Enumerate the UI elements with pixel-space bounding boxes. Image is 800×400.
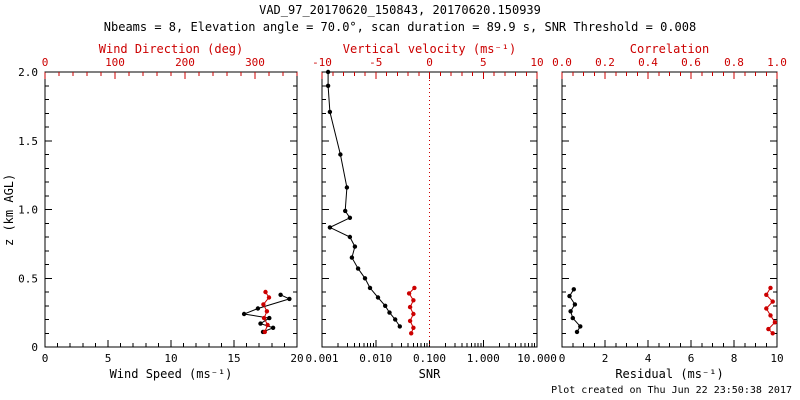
svg-text:1.000: 1.000 — [467, 352, 500, 365]
panel-residual-correlation: 0 2 4 6 8 10 0.0 0.2 0.4 0.6 0.8 1.0 — [552, 56, 787, 365]
svg-text:1.0: 1.0 — [18, 204, 38, 217]
svg-text:15: 15 — [227, 352, 240, 365]
svg-text:200: 200 — [175, 56, 195, 69]
svg-text:10.000: 10.000 — [517, 352, 557, 365]
wind-speed-axis-label: Wind Speed (ms⁻¹) — [109, 367, 233, 381]
svg-text:1.5: 1.5 — [18, 135, 38, 148]
svg-text:0.0: 0.0 — [552, 56, 572, 69]
correlation-axis-label: Correlation — [629, 42, 710, 56]
svg-text:0.100: 0.100 — [413, 352, 446, 365]
series-snr-markers — [325, 69, 402, 329]
residual-axis-label: Residual (ms⁻¹) — [615, 367, 724, 381]
svg-text:5: 5 — [480, 56, 487, 69]
svg-text:100: 100 — [105, 56, 125, 69]
svg-text:0: 0 — [42, 352, 49, 365]
snr-axis-label: SNR — [418, 367, 441, 381]
plot-created-timestamp: Plot created on Thu Jun 22 23:50:38 2017 — [551, 385, 792, 396]
svg-text:0: 0 — [31, 341, 38, 354]
panel-snr-vertical-velocity: 0.001 0.010 0.100 1.000 10.000 -10 -5 0 5 10 — [305, 56, 556, 365]
wind-direction-axis-label: Wind Direction (deg) — [98, 42, 244, 56]
svg-text:0.6: 0.6 — [681, 56, 701, 69]
plot-subtitle: Nbeams = 8, Elevation angle = 70.0°, sca… — [103, 20, 697, 34]
svg-text:-10: -10 — [312, 56, 332, 69]
svg-text:2: 2 — [602, 352, 609, 365]
svg-text:4: 4 — [645, 352, 652, 365]
svg-text:10: 10 — [530, 56, 543, 69]
svg-text:0: 0 — [559, 352, 566, 365]
series-snr-line — [327, 72, 401, 327]
svg-text:0.5: 0.5 — [18, 272, 38, 285]
series-correlation-markers — [764, 285, 778, 336]
svg-text:0: 0 — [426, 56, 433, 69]
svg-text:8: 8 — [731, 352, 738, 365]
svg-text:2.0: 2.0 — [18, 66, 38, 79]
svg-text:0.4: 0.4 — [638, 56, 658, 69]
svg-text:0: 0 — [42, 56, 49, 69]
svg-text:0.2: 0.2 — [595, 56, 615, 69]
svg-text:0.8: 0.8 — [724, 56, 744, 69]
svg-text:-5: -5 — [369, 56, 382, 69]
series-wind-speed-line — [242, 294, 291, 333]
svg-text:20: 20 — [290, 352, 303, 365]
svg-text:6: 6 — [688, 352, 695, 365]
plot-title: VAD_97_20170620_150843, 20170620.150939 — [259, 3, 541, 17]
svg-text:10: 10 — [164, 352, 177, 365]
series-vertical-velocity-markers — [406, 285, 417, 336]
vertical-velocity-axis-label: Vertical velocity (ms⁻¹) — [342, 42, 517, 56]
svg-text:5: 5 — [105, 352, 112, 365]
svg-text:0.001: 0.001 — [305, 352, 338, 365]
svg-text:300: 300 — [245, 56, 265, 69]
series-residual-markers — [567, 287, 583, 335]
svg-text:1.0: 1.0 — [767, 56, 787, 69]
series-wind-direction-markers — [261, 289, 272, 335]
svg-text:0.010: 0.010 — [359, 352, 392, 365]
svg-text:10: 10 — [770, 352, 783, 365]
